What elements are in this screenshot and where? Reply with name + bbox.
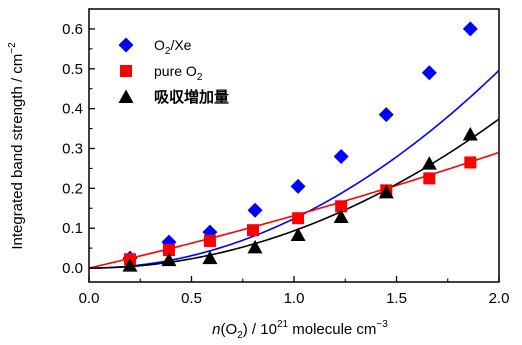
legend-label-main: O: [154, 37, 165, 53]
y-axis-title-text: Integrated band strength / cm: [9, 54, 26, 250]
data-point-series-2: [122, 258, 138, 272]
x-tick-label: 1.5: [386, 290, 407, 307]
plot-area: [88, 8, 500, 283]
y-tick-label: 0.3: [62, 140, 83, 157]
legend-marker-2: [118, 89, 134, 103]
legend-label-0: O2/Xe: [154, 37, 192, 57]
x-axis-title-part3: molecule cm: [288, 321, 376, 338]
data-point-series-0: [421, 65, 437, 81]
data-point-series-1: [464, 156, 477, 169]
legend-label-sub: 2: [165, 46, 171, 57]
legend-label-main: 吸収増加量: [154, 88, 229, 106]
axis-ticks: [88, 28, 500, 282]
data-point-series-2: [202, 250, 218, 265]
y-tick-label: 0.6: [62, 21, 83, 38]
data-point-series-0: [333, 148, 349, 164]
y-tick-label: 0.5: [62, 61, 83, 78]
legend-label-main: pure O: [154, 63, 197, 79]
y-tick-label: 0.1: [62, 220, 83, 237]
data-point-series-1: [162, 244, 175, 257]
x-axis-title-sub: 2: [237, 330, 243, 341]
data-point-series-0: [378, 107, 394, 123]
data-markers: [122, 21, 478, 272]
legend-label-1: pure O2: [154, 63, 203, 83]
fit-curve-series-1: [89, 151, 499, 269]
x-axis-title-part1: (O: [221, 321, 238, 338]
y-tick-label: 0.2: [62, 180, 83, 197]
legend-label-tail: /Xe: [170, 37, 191, 53]
y-tick-label: 0.0: [62, 260, 83, 277]
data-point-series-0: [247, 202, 263, 218]
data-point-series-1: [335, 200, 348, 213]
data-point-series-0: [462, 21, 478, 37]
x-axis-title-n: n: [212, 321, 220, 338]
legend-marker-1: [120, 65, 132, 77]
x-tick-label: 0.0: [79, 290, 100, 307]
legend-marker-0: [118, 37, 134, 53]
x-tick-labels: 0.0 0.5 1.0 1.5 2.0: [79, 290, 510, 307]
legend-label-2: 吸収増加量: [154, 88, 229, 106]
x-tick-label: 2.0: [489, 290, 510, 307]
fit-curve-series-2: [89, 118, 499, 269]
data-point-series-2: [161, 252, 177, 267]
x-axis-title-sup: 21: [277, 319, 289, 330]
legend-label-sub: 2: [197, 72, 203, 83]
x-axis-title-sup2: −3: [376, 319, 388, 330]
x-axis-title-part2: ) / 10: [243, 321, 277, 338]
x-tick-label: 1.0: [284, 290, 305, 307]
plot-frame: [88, 8, 500, 283]
data-point-series-2: [462, 127, 478, 141]
data-point-series-0: [290, 178, 306, 194]
y-axis-title: Integrated band strength / cm−2: [7, 42, 26, 250]
data-point-series-1: [247, 224, 259, 237]
data-point-series-2: [247, 239, 263, 254]
x-axis-title: n(O2) / 1021 molecule cm−3: [212, 319, 388, 341]
data-point-series-2: [421, 156, 437, 170]
y-axis-title-sup: −2: [7, 42, 18, 54]
data-point-series-1: [203, 234, 216, 247]
data-point-series-2: [378, 184, 394, 199]
data-point-series-2: [333, 209, 349, 224]
data-point-series-2: [290, 227, 306, 241]
y-tick-labels: 0.0 0.1 0.2 0.3 0.4 0.5 0.6: [62, 21, 83, 277]
y-tick-label: 0.4: [62, 101, 83, 118]
data-point-series-1: [423, 172, 436, 185]
x-tick-label: 0.5: [181, 290, 202, 307]
data-point-series-1: [292, 212, 305, 225]
